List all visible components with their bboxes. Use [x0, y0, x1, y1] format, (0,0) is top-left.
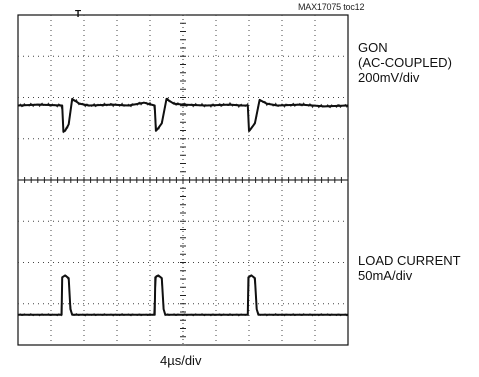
reference-label: MAX17075 toc12 [298, 2, 365, 12]
load-current-channel-label: LOAD CURRENT 50mA/div [358, 253, 461, 283]
load-current-trace-noise [17, 274, 349, 317]
load-current-label-line-1: LOAD CURRENT [358, 253, 461, 268]
gon-label-line-3: 200mV/div [358, 70, 420, 85]
gon-trace-noise [17, 97, 349, 134]
time-scale-label: 4µs/div [160, 353, 202, 368]
trigger-marker-icon: T [75, 9, 81, 20]
gon-label-line-1: GON [358, 40, 388, 55]
gon-label-line-2: (AC-COUPLED) [358, 55, 452, 70]
load-current-label-line-2: 50mA/div [358, 268, 413, 283]
gon-channel-label: GON (AC-COUPLED) 200mV/div [358, 40, 452, 85]
